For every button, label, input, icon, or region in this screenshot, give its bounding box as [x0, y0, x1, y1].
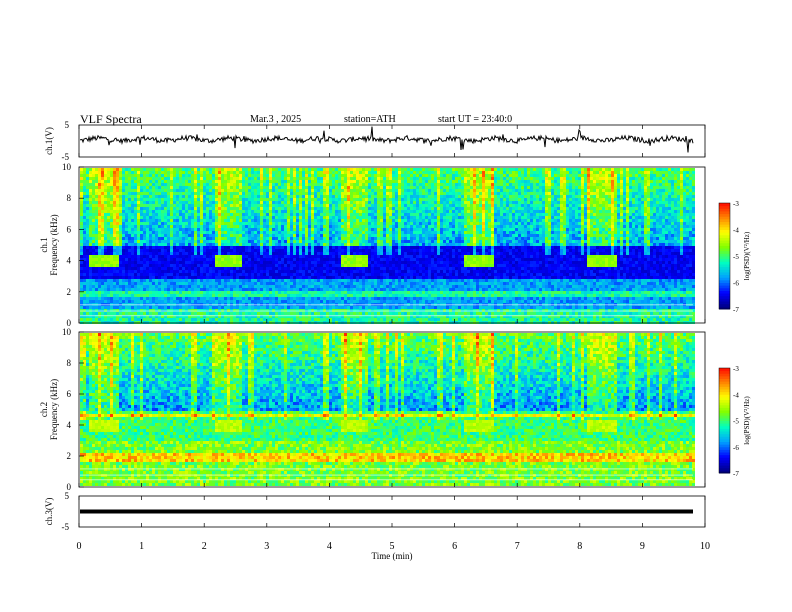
noise-line	[80, 315, 693, 317]
ytick-label: 2	[67, 287, 72, 297]
noise-line	[80, 468, 693, 470]
colorbar-label: log(PSD)(V²/Hz)	[743, 396, 751, 445]
ylabel-frequency: Frequency (kHz)	[49, 214, 59, 275]
noise-line	[80, 310, 693, 312]
colorbar-tick-label: -7	[733, 470, 739, 478]
xtick-label: 2	[202, 541, 207, 552]
colorbar-tick-label: -6	[733, 444, 739, 452]
colorbar: -3 -4 -5 -6 -7 log(PSD)(V²/Hz)	[718, 200, 751, 314]
station-label: station=ATH	[344, 114, 396, 125]
xtick-label: 4	[327, 541, 332, 552]
colorbar-label: log(PSD)(V²/Hz)	[743, 231, 751, 280]
xtick-label: 8	[577, 541, 582, 552]
date-label: Mar.3 , 2025	[250, 114, 301, 125]
xtick-label: 1	[139, 541, 144, 552]
ytick-label: 10	[62, 327, 72, 337]
ylabel: ch.1(V)	[44, 127, 54, 155]
spectrogram-cells	[80, 333, 695, 486]
spectrogram-panel-1: 0 2 4 6 8 10 ch.1 Frequency (kHz) -3 -4 -5 -6 -7 log(…	[39, 162, 751, 328]
xtick-label: 7	[515, 541, 520, 552]
ytick-label: 10	[62, 162, 72, 172]
colorbar-frame	[718, 202, 731, 310]
line-panel-4: 5 -5 ch.3(V)	[44, 491, 706, 532]
ch1-waveform-line	[80, 126, 694, 153]
start-time-label: start UT = 23:40:0	[438, 114, 512, 125]
colorbar-frame	[718, 367, 731, 474]
ytick-label: 4	[67, 420, 72, 430]
ytick-label: 6	[67, 389, 72, 399]
colorbar-tick-label: -4	[733, 391, 739, 399]
ytick-label: 6	[67, 224, 72, 234]
ch3-waveform-line	[80, 509, 693, 514]
noise-line	[80, 474, 693, 476]
xtick-label: 3	[264, 541, 269, 552]
colorbar-tick-label: -7	[733, 306, 739, 314]
xtick-label: 10	[700, 541, 710, 552]
xtick-label: 5	[390, 541, 395, 552]
chart-title: VLF Spectra	[80, 112, 142, 127]
x-axis-label: Time (min)	[372, 551, 413, 561]
ytick-label: -5	[62, 152, 70, 162]
colorbar-tick-label: -4	[733, 227, 739, 235]
noise-line	[80, 479, 693, 481]
xtick-label: 6	[452, 541, 457, 552]
ylabel-channel: ch.1	[39, 237, 49, 252]
ytick-label: 8	[67, 358, 72, 368]
colorbar: -3 -4 -5 -6 -7 log(PSD)(V²/Hz)	[718, 365, 751, 478]
colorbar-tick-label: -3	[733, 200, 739, 208]
x-axis: 0 1 2 3 4 5 6 7 8 9 10 Time (min)	[77, 541, 711, 561]
noise-line	[80, 304, 693, 306]
ytick-label: 4	[67, 256, 72, 266]
colorbar-tick-label: -3	[733, 365, 739, 373]
ylabel-channel: ch.2	[39, 402, 49, 417]
colorbar-tick-label: -5	[733, 253, 739, 261]
line-panel-1: 5 -5 ch.1(V)	[44, 120, 706, 162]
colorbar-tick-label: -5	[733, 418, 739, 426]
xtick-label: 9	[640, 541, 645, 552]
xtick-label: 0	[77, 541, 82, 552]
ylabel: ch.3(V)	[44, 498, 54, 526]
ytick-label: 5	[65, 491, 70, 501]
ytick-label: 2	[67, 451, 72, 461]
spectrogram-cells	[80, 168, 695, 324]
ylabel-frequency: Frequency (kHz)	[49, 379, 59, 440]
ytick-label: 0	[67, 318, 72, 328]
ytick-label: -5	[62, 522, 70, 532]
spectrogram-panel-2: 0 2 4 6 8 10 ch.2 Frequency (kHz) -3 -4 -5 -6 -7 log(…	[39, 327, 751, 492]
ytick-label: 8	[67, 193, 72, 203]
colorbar-tick-label: -6	[733, 280, 739, 288]
ytick-label: 0	[67, 482, 72, 492]
ytick-label: 5	[65, 120, 70, 130]
